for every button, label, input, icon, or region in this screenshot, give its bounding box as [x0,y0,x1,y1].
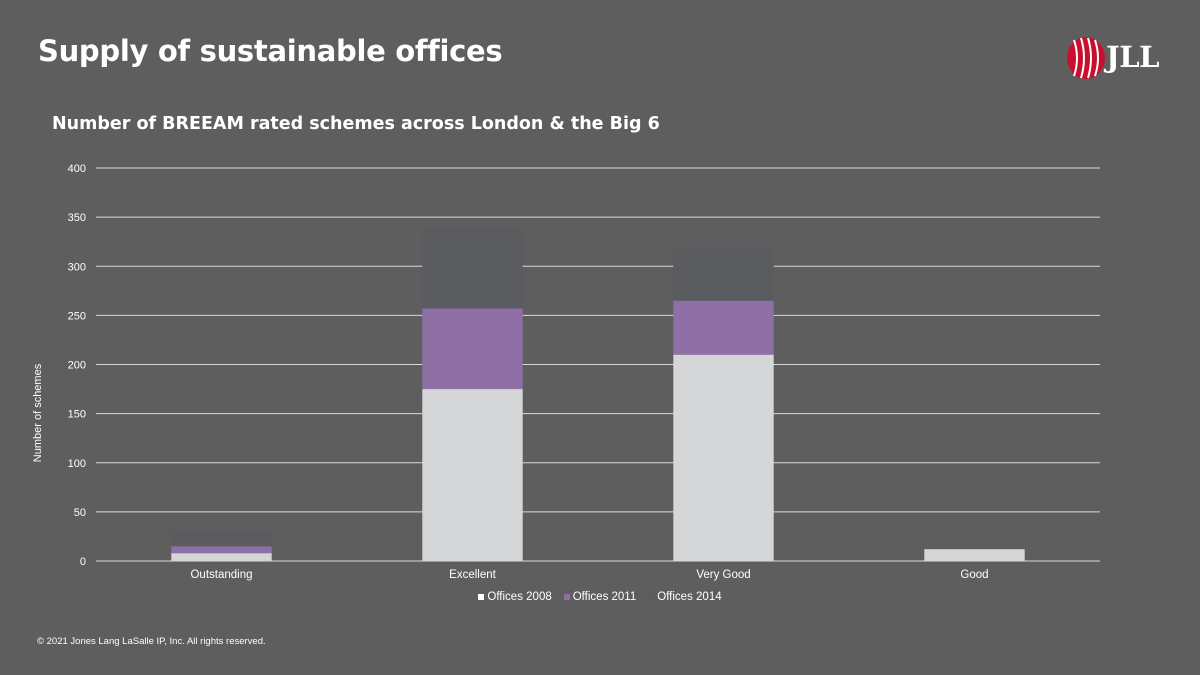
legend-label: Offices 2011 [572,591,637,603]
bars [171,228,1025,561]
bar-excellent-offices-2011 [422,308,523,390]
y-tick-label: 50 [74,507,86,519]
legend-swatch [563,594,570,600]
y-tick-label: 100 [68,458,86,470]
y-tick-label: 250 [68,310,86,322]
bar-outstanding-offices-2008 [171,553,272,561]
gridlines [96,167,1100,562]
y-tick-label: 300 [68,261,86,273]
x-tick-label: Outstanding [190,569,252,581]
y-tick-labels: 0 50 100 150 200 250 300 350 400 [68,163,86,568]
x-tick-label: Good [960,569,988,581]
y-tick-label: 0 [80,556,86,568]
legend-item: Offices 2014 [648,591,722,603]
copyright-footer: © 2021 Jones Lang LaSalle IP, Inc. All r… [37,636,266,647]
legend-swatch [648,594,655,600]
legend-swatch [478,594,485,600]
bar-excellent-offices-2008 [422,389,523,561]
bar-very-good-offices-2014 [673,246,774,301]
logo-text: JLL [1106,40,1160,74]
x-tick-labels: Outstanding Excellent Very Good Good [190,569,988,581]
bar-outstanding-offices-2014 [171,531,272,547]
bar-very-good-offices-2008 [673,354,774,561]
x-tick-label: Excellent [449,569,496,581]
y-tick-label: 150 [68,409,86,421]
legend-item: Offices 2011 [563,591,637,603]
legend-item: Offices 2008 [478,591,552,603]
jll-helix-logo-icon [1067,37,1105,79]
legend: Offices 2008 Offices 2011 Offices 2014 [0,591,1200,603]
y-tick-label: 400 [68,163,86,175]
y-tick-label: 350 [68,212,86,224]
jll-logo: JLL [1066,36,1166,80]
legend-label: Offices 2014 [657,591,722,603]
y-tick-label: 200 [68,360,86,372]
bar-excellent-offices-2014 [422,228,523,309]
bar-good-offices-2008 [924,549,1025,561]
bar-outstanding-offices-2011 [171,546,272,554]
x-tick-label: Very Good [696,569,750,581]
slide-title: Supply of sustainable offices [38,34,503,68]
chart-title: Number of BREEAM rated schemes across Lo… [52,114,660,134]
legend-label: Offices 2008 [487,591,552,603]
bar-very-good-offices-2011 [673,300,774,355]
